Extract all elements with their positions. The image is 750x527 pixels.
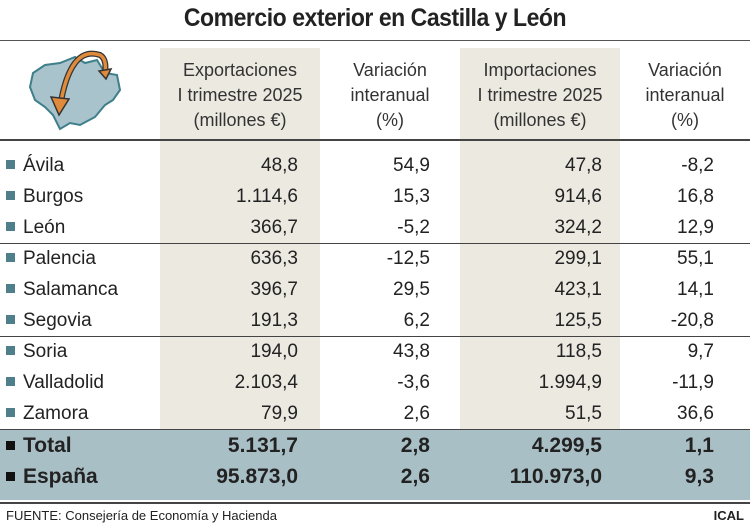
cell-value: -20,8 xyxy=(670,310,714,331)
cell-value: 43,8 xyxy=(393,341,430,362)
table-row: Valladolid 2.103,4 -3,6 1.994,9 -11,9 xyxy=(0,367,750,398)
bullet-icon xyxy=(6,222,15,231)
totals-band xyxy=(0,430,750,500)
table-row: León 366,7 -5,2 324,2 12,9 xyxy=(0,212,750,243)
table-row: Segovia 191,3 6,2 125,5 -20,8 xyxy=(0,305,750,336)
cell-value: 636,3 xyxy=(250,248,298,269)
table-row: Palencia 636,3 -12,5 299,1 55,1 xyxy=(0,243,750,274)
bullet-icon xyxy=(6,408,15,417)
cell-value: 2,8 xyxy=(400,434,430,457)
cell-value: 396,7 xyxy=(250,279,298,300)
cell-value: 1.994,9 xyxy=(538,372,602,393)
source-note: FUENTE: Consejería de Economía y Haciend… xyxy=(6,508,277,523)
row-label: Segovia xyxy=(6,305,92,336)
bullet-icon xyxy=(6,253,15,262)
cell-value: 118,5 xyxy=(555,341,602,362)
table-row: Burgos 1.114,6 15,3 914,6 16,8 xyxy=(0,181,750,212)
group-divider xyxy=(0,243,750,244)
cell-value: -11,9 xyxy=(672,372,714,393)
row-label: Soria xyxy=(6,336,67,367)
bullet-icon xyxy=(6,191,15,200)
cell-value: 6,2 xyxy=(403,310,430,331)
cell-value: 54,9 xyxy=(393,155,430,176)
cell-value: 5.131,7 xyxy=(227,434,298,457)
cell-value: 4.299,5 xyxy=(531,434,602,457)
row-label: Zamora xyxy=(6,398,88,429)
cell-value: 15,3 xyxy=(393,186,430,207)
cell-value: 9,7 xyxy=(687,341,714,362)
cell-value: 194,0 xyxy=(250,341,298,362)
header-exports-variation: Variación interanual (%) xyxy=(350,60,430,130)
group-divider xyxy=(0,429,750,430)
cell-value: 125,5 xyxy=(554,310,602,331)
divider xyxy=(0,40,750,41)
cell-value: 1.114,6 xyxy=(236,186,298,207)
castilla-y-leon-map-icon xyxy=(28,50,122,131)
bullet-icon xyxy=(6,160,15,169)
table-row: Zamora 79,9 2,6 51,5 36,6 xyxy=(0,398,750,429)
cell-value: 55,1 xyxy=(677,248,714,269)
total-row: España 95.873,0 2,6 110.973,0 9,3 xyxy=(0,461,750,492)
bullet-icon xyxy=(6,346,15,355)
cell-value: 36,6 xyxy=(677,403,714,424)
bullet-icon xyxy=(6,315,15,324)
cell-value: 324,2 xyxy=(554,217,602,238)
cell-value: 14,1 xyxy=(677,279,714,300)
cell-value: -5,2 xyxy=(397,217,430,238)
cell-value: 29,5 xyxy=(393,279,430,300)
cell-value: 191,3 xyxy=(250,310,298,331)
row-label: Ávila xyxy=(6,150,64,181)
header-exports: Exportaciones I trimestre 2025 (millones €… xyxy=(177,60,303,130)
row-label: León xyxy=(6,212,65,243)
table-row: Salamanca 396,7 29,5 423,1 14,1 xyxy=(0,274,750,305)
cell-value: 110.973,0 xyxy=(509,465,602,488)
credit: ICAL xyxy=(713,508,744,523)
row-label: Burgos xyxy=(6,181,83,212)
imports-column-shade xyxy=(460,48,620,430)
bullet-icon xyxy=(6,441,15,450)
cell-value: 95.873,0 xyxy=(216,465,298,488)
header-imports-variation: Variación interanual (%) xyxy=(645,60,725,130)
cell-value: 48,8 xyxy=(261,155,298,176)
row-label: Valladolid xyxy=(6,367,104,398)
bullet-icon xyxy=(6,377,15,386)
cell-value: 299,1 xyxy=(554,248,602,269)
cell-value: -8,2 xyxy=(681,155,714,176)
group-divider xyxy=(0,336,750,337)
bullet-icon xyxy=(6,472,15,481)
cell-value: 2.103,4 xyxy=(234,372,298,393)
cell-value: 914,6 xyxy=(554,186,602,207)
cell-value: 9,3 xyxy=(684,465,714,488)
table-row: Ávila 48,8 54,9 47,8 -8,2 xyxy=(0,150,750,181)
cell-value: 12,9 xyxy=(677,217,714,238)
cell-value: 47,8 xyxy=(565,155,602,176)
total-row: Total 5.131,7 2,8 4.299,5 1,1 xyxy=(0,430,750,461)
row-label: Total xyxy=(6,430,72,461)
table-row: Soria 194,0 43,8 118,5 9,7 xyxy=(0,336,750,367)
cell-value: 423,1 xyxy=(554,279,602,300)
footer-divider xyxy=(0,502,750,504)
cell-value: 1,1 xyxy=(684,434,714,457)
title: Comercio exterior en Castilla y León xyxy=(183,4,567,32)
header-divider xyxy=(0,139,750,141)
row-label: Salamanca xyxy=(6,274,118,305)
cell-value: 16,8 xyxy=(677,186,714,207)
bullet-icon xyxy=(6,284,15,293)
header-imports: Importaciones I trimestre 2025 (millones €… xyxy=(477,60,603,130)
cell-value: 366,7 xyxy=(250,217,298,238)
row-label: España xyxy=(6,461,98,492)
exports-column-shade xyxy=(160,48,320,430)
cell-value: 2,6 xyxy=(400,465,430,488)
cell-value: 79,9 xyxy=(261,403,298,424)
row-label: Palencia xyxy=(6,243,96,274)
cell-value: -12,5 xyxy=(386,248,430,269)
cell-value: -3,6 xyxy=(397,372,430,393)
cell-value: 51,5 xyxy=(565,403,602,424)
cell-value: 2,6 xyxy=(403,403,430,424)
